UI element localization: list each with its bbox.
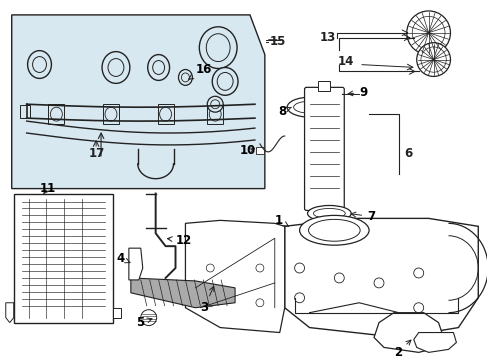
Text: 15: 15 [269, 35, 285, 48]
Circle shape [406, 11, 449, 55]
Polygon shape [185, 220, 284, 333]
Ellipse shape [159, 107, 171, 121]
Circle shape [334, 273, 344, 283]
Polygon shape [131, 278, 235, 308]
Text: 2: 2 [393, 340, 410, 359]
Circle shape [206, 299, 214, 307]
Ellipse shape [313, 208, 345, 219]
Polygon shape [113, 308, 121, 318]
Ellipse shape [102, 51, 130, 84]
Text: 6: 6 [403, 147, 411, 160]
Text: 10: 10 [240, 144, 256, 157]
Text: 5: 5 [136, 316, 152, 329]
Ellipse shape [210, 100, 219, 109]
Text: 1: 1 [274, 214, 288, 227]
Ellipse shape [307, 206, 350, 221]
Circle shape [255, 299, 264, 307]
Text: 14: 14 [337, 55, 353, 68]
Circle shape [411, 16, 444, 49]
Ellipse shape [212, 67, 238, 95]
Bar [48, 104, 64, 124]
Polygon shape [12, 15, 264, 189]
Circle shape [206, 264, 214, 272]
Ellipse shape [217, 72, 233, 90]
Ellipse shape [27, 51, 51, 78]
Ellipse shape [293, 101, 325, 113]
Polygon shape [284, 219, 477, 337]
Ellipse shape [105, 107, 117, 121]
Bar [14, 194, 113, 323]
Text: 17: 17 [89, 147, 105, 160]
Ellipse shape [207, 96, 223, 112]
Text: 13: 13 [319, 31, 335, 44]
Text: 8: 8 [277, 105, 291, 118]
Circle shape [413, 268, 423, 278]
Ellipse shape [108, 59, 123, 76]
FancyBboxPatch shape [304, 87, 344, 211]
Text: 3: 3 [200, 287, 214, 314]
Text: 9: 9 [347, 86, 366, 99]
Bar [207, 104, 223, 124]
Bar [157, 104, 173, 124]
Bar [103, 104, 119, 124]
Ellipse shape [209, 107, 221, 121]
Ellipse shape [199, 27, 237, 68]
Circle shape [294, 293, 304, 303]
Circle shape [294, 263, 304, 273]
Ellipse shape [308, 219, 359, 241]
Circle shape [420, 47, 446, 72]
Circle shape [255, 264, 264, 272]
Ellipse shape [206, 34, 230, 62]
Ellipse shape [286, 97, 331, 117]
Bar [255, 147, 264, 154]
Ellipse shape [147, 55, 169, 80]
Bar [20, 105, 30, 118]
Text: 16: 16 [188, 63, 211, 79]
Ellipse shape [299, 215, 368, 245]
Ellipse shape [152, 60, 164, 75]
Text: 11: 11 [40, 182, 56, 195]
Circle shape [141, 310, 156, 325]
Text: 12: 12 [167, 234, 191, 247]
Polygon shape [413, 333, 455, 352]
Polygon shape [373, 313, 443, 352]
Text: 7: 7 [350, 210, 374, 223]
Ellipse shape [50, 107, 62, 121]
Polygon shape [6, 303, 14, 323]
Ellipse shape [181, 73, 189, 82]
Bar [318, 81, 330, 91]
Circle shape [416, 43, 449, 76]
Ellipse shape [33, 57, 46, 72]
Polygon shape [129, 248, 142, 280]
Circle shape [373, 278, 383, 288]
Text: 4: 4 [116, 252, 130, 265]
Circle shape [413, 303, 423, 313]
Ellipse shape [178, 69, 192, 85]
